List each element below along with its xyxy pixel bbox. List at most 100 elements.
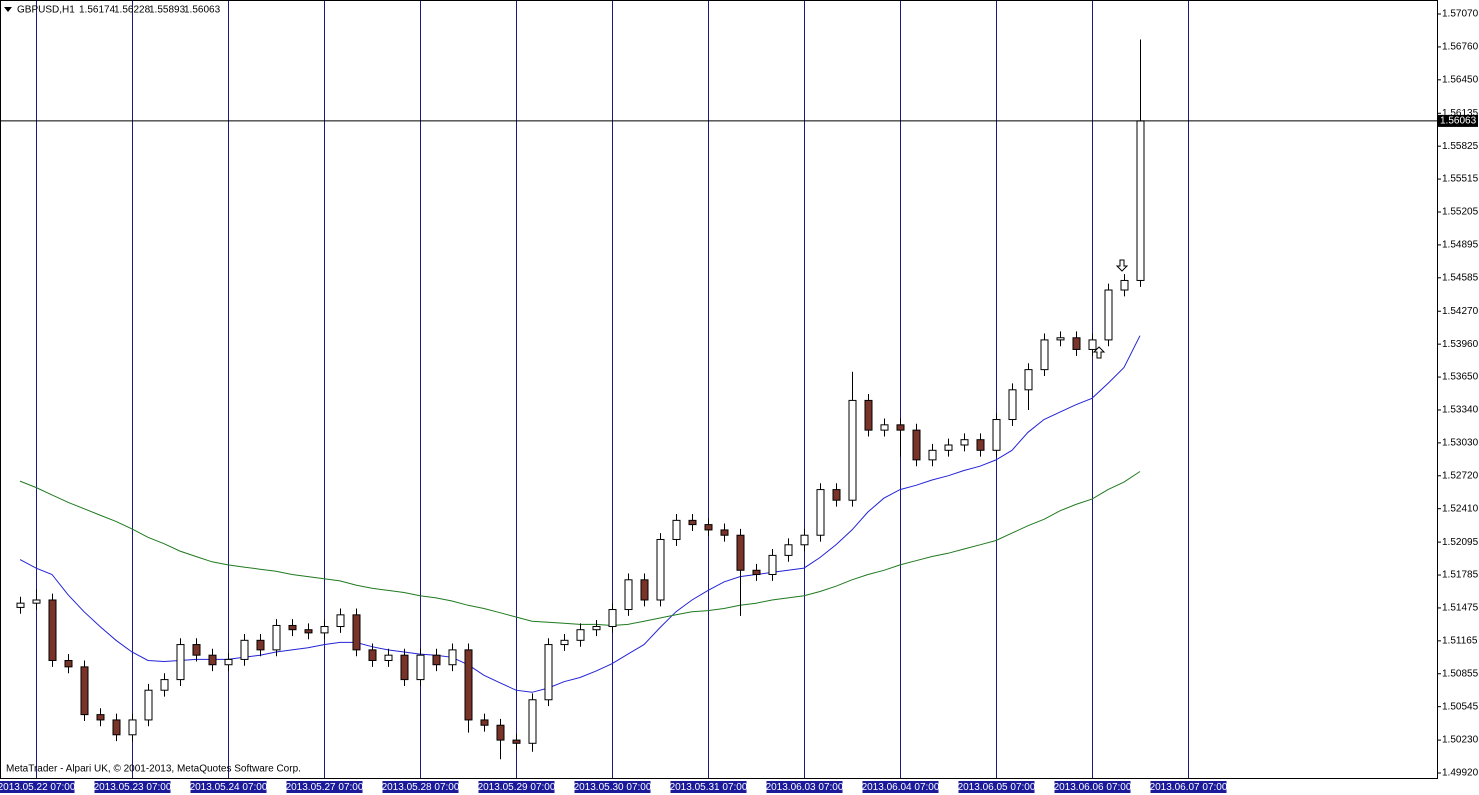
- down-arrow: [1115, 259, 1129, 272]
- candle-body: [224, 658, 233, 666]
- candle-body: [1040, 339, 1049, 371]
- moving-average-line: [19, 335, 1141, 693]
- candle-body: [912, 429, 921, 461]
- x-tick-label: 2013.05.30 07:00: [574, 782, 652, 793]
- y-tick-label: 1.53650: [1442, 372, 1479, 383]
- current-price-box: [1438, 114, 1478, 127]
- y-tick-label: 1.56135: [1442, 108, 1479, 119]
- candle-body: [64, 659, 73, 668]
- menu-triangle[interactable]: [4, 7, 12, 12]
- x-tick-label: 2013.05.24 07:00: [190, 782, 268, 793]
- candle-body: [288, 624, 297, 631]
- candle-body: [368, 649, 377, 661]
- y-tick-label: 1.50230: [1442, 735, 1479, 746]
- candle-body: [80, 666, 89, 716]
- y-tick-label: 1.54895: [1442, 240, 1479, 251]
- candle-body: [208, 654, 217, 666]
- candle-body: [1120, 279, 1129, 291]
- candle-body: [448, 649, 457, 666]
- x-tick-box: [574, 781, 651, 793]
- candle-body: [272, 624, 281, 651]
- candle-body: [992, 419, 1001, 451]
- candle-body: [928, 449, 937, 461]
- candle-body: [256, 639, 265, 651]
- y-tick-label: 1.55825: [1442, 141, 1479, 152]
- x-tick-box: [670, 781, 747, 793]
- x-tick-box: [958, 781, 1035, 793]
- candle-body: [608, 609, 617, 628]
- candle-body: [880, 424, 889, 431]
- y-tick-label: 1.50545: [1442, 701, 1479, 712]
- x-tick-label: 2013.05.29 07:00: [478, 782, 556, 793]
- candle-body: [1104, 289, 1113, 341]
- candle-body: [624, 579, 633, 611]
- y-tick-label: 1.52720: [1442, 470, 1479, 481]
- candle-body: [176, 644, 185, 681]
- x-tick-box: [382, 781, 459, 793]
- x-tick-label: 2013.06.04 07:00: [862, 782, 940, 793]
- candle-body: [160, 679, 169, 691]
- y-tick-label: 1.53030: [1442, 438, 1479, 449]
- candle-body: [1072, 337, 1081, 350]
- candle-body: [144, 689, 153, 721]
- y-tick-label: 1.53960: [1442, 339, 1479, 350]
- current-price-label: 1.56063: [1440, 116, 1477, 127]
- candle-body: [32, 599, 41, 604]
- x-tick-label: 2013.06.06 07:00: [1054, 782, 1132, 793]
- candle-body: [800, 534, 809, 546]
- candle-body: [704, 524, 713, 531]
- candle-body: [976, 439, 985, 451]
- candle-body: [896, 424, 905, 431]
- candle-body: [512, 739, 521, 744]
- candle-body: [576, 629, 585, 641]
- y-tick-label: 1.51165: [1442, 635, 1478, 646]
- candle-body: [816, 489, 825, 536]
- header-high: 1.56228: [114, 5, 151, 16]
- symbol-label: GBPUSD,H1: [17, 5, 75, 16]
- candle-body: [848, 399, 857, 501]
- candle-body: [832, 489, 841, 501]
- y-tick-label: 1.53340: [1442, 405, 1479, 416]
- candle-body: [864, 399, 873, 431]
- sell-arrow: [1115, 259, 1129, 272]
- candle-body: [1024, 369, 1033, 391]
- y-tick-label: 1.57070: [1442, 9, 1479, 20]
- x-tick-box: [478, 781, 555, 793]
- candle-body: [320, 626, 329, 634]
- candle-body: [1056, 337, 1065, 341]
- x-tick-box: [1054, 781, 1131, 793]
- candle-body: [400, 654, 409, 681]
- candle-body: [784, 544, 793, 556]
- candle-body: [528, 699, 537, 744]
- x-tick-box: [0, 781, 75, 793]
- x-tick-label: 2013.05.31 07:00: [670, 782, 748, 793]
- x-tick-box: [286, 781, 363, 793]
- candle-body: [736, 534, 745, 571]
- grid-layer: [36, 0, 1441, 778]
- candle-body: [416, 654, 425, 681]
- candle-body: [1008, 389, 1017, 421]
- y-tick-label: 1.51785: [1442, 570, 1479, 581]
- buy-arrow: [1092, 346, 1106, 359]
- candle-body: [352, 614, 361, 651]
- x-tick-label: 2013.06.03 07:00: [766, 782, 844, 793]
- x-tick-label: 2013.05.28 07:00: [382, 782, 460, 793]
- x-tick-box: [1150, 781, 1227, 793]
- y-tick-label: 1.52095: [1442, 537, 1479, 548]
- candle-body: [672, 519, 681, 540]
- candle-body: [240, 639, 249, 660]
- header-low: 1.55893: [149, 5, 186, 16]
- y-tick-label: 1.54585: [1442, 272, 1479, 283]
- candle-body: [688, 519, 697, 526]
- candle-body: [656, 538, 665, 601]
- y-tick-label: 1.49920: [1442, 768, 1479, 779]
- x-tick-box: [190, 781, 267, 793]
- x-tick-label: 2013.05.22 07:00: [0, 782, 76, 793]
- candle-body: [336, 614, 345, 628]
- candle-body: [192, 644, 201, 656]
- y-tick-label: 1.55515: [1442, 174, 1479, 185]
- candle-body: [112, 719, 121, 736]
- y-tick-label: 1.50855: [1442, 668, 1479, 679]
